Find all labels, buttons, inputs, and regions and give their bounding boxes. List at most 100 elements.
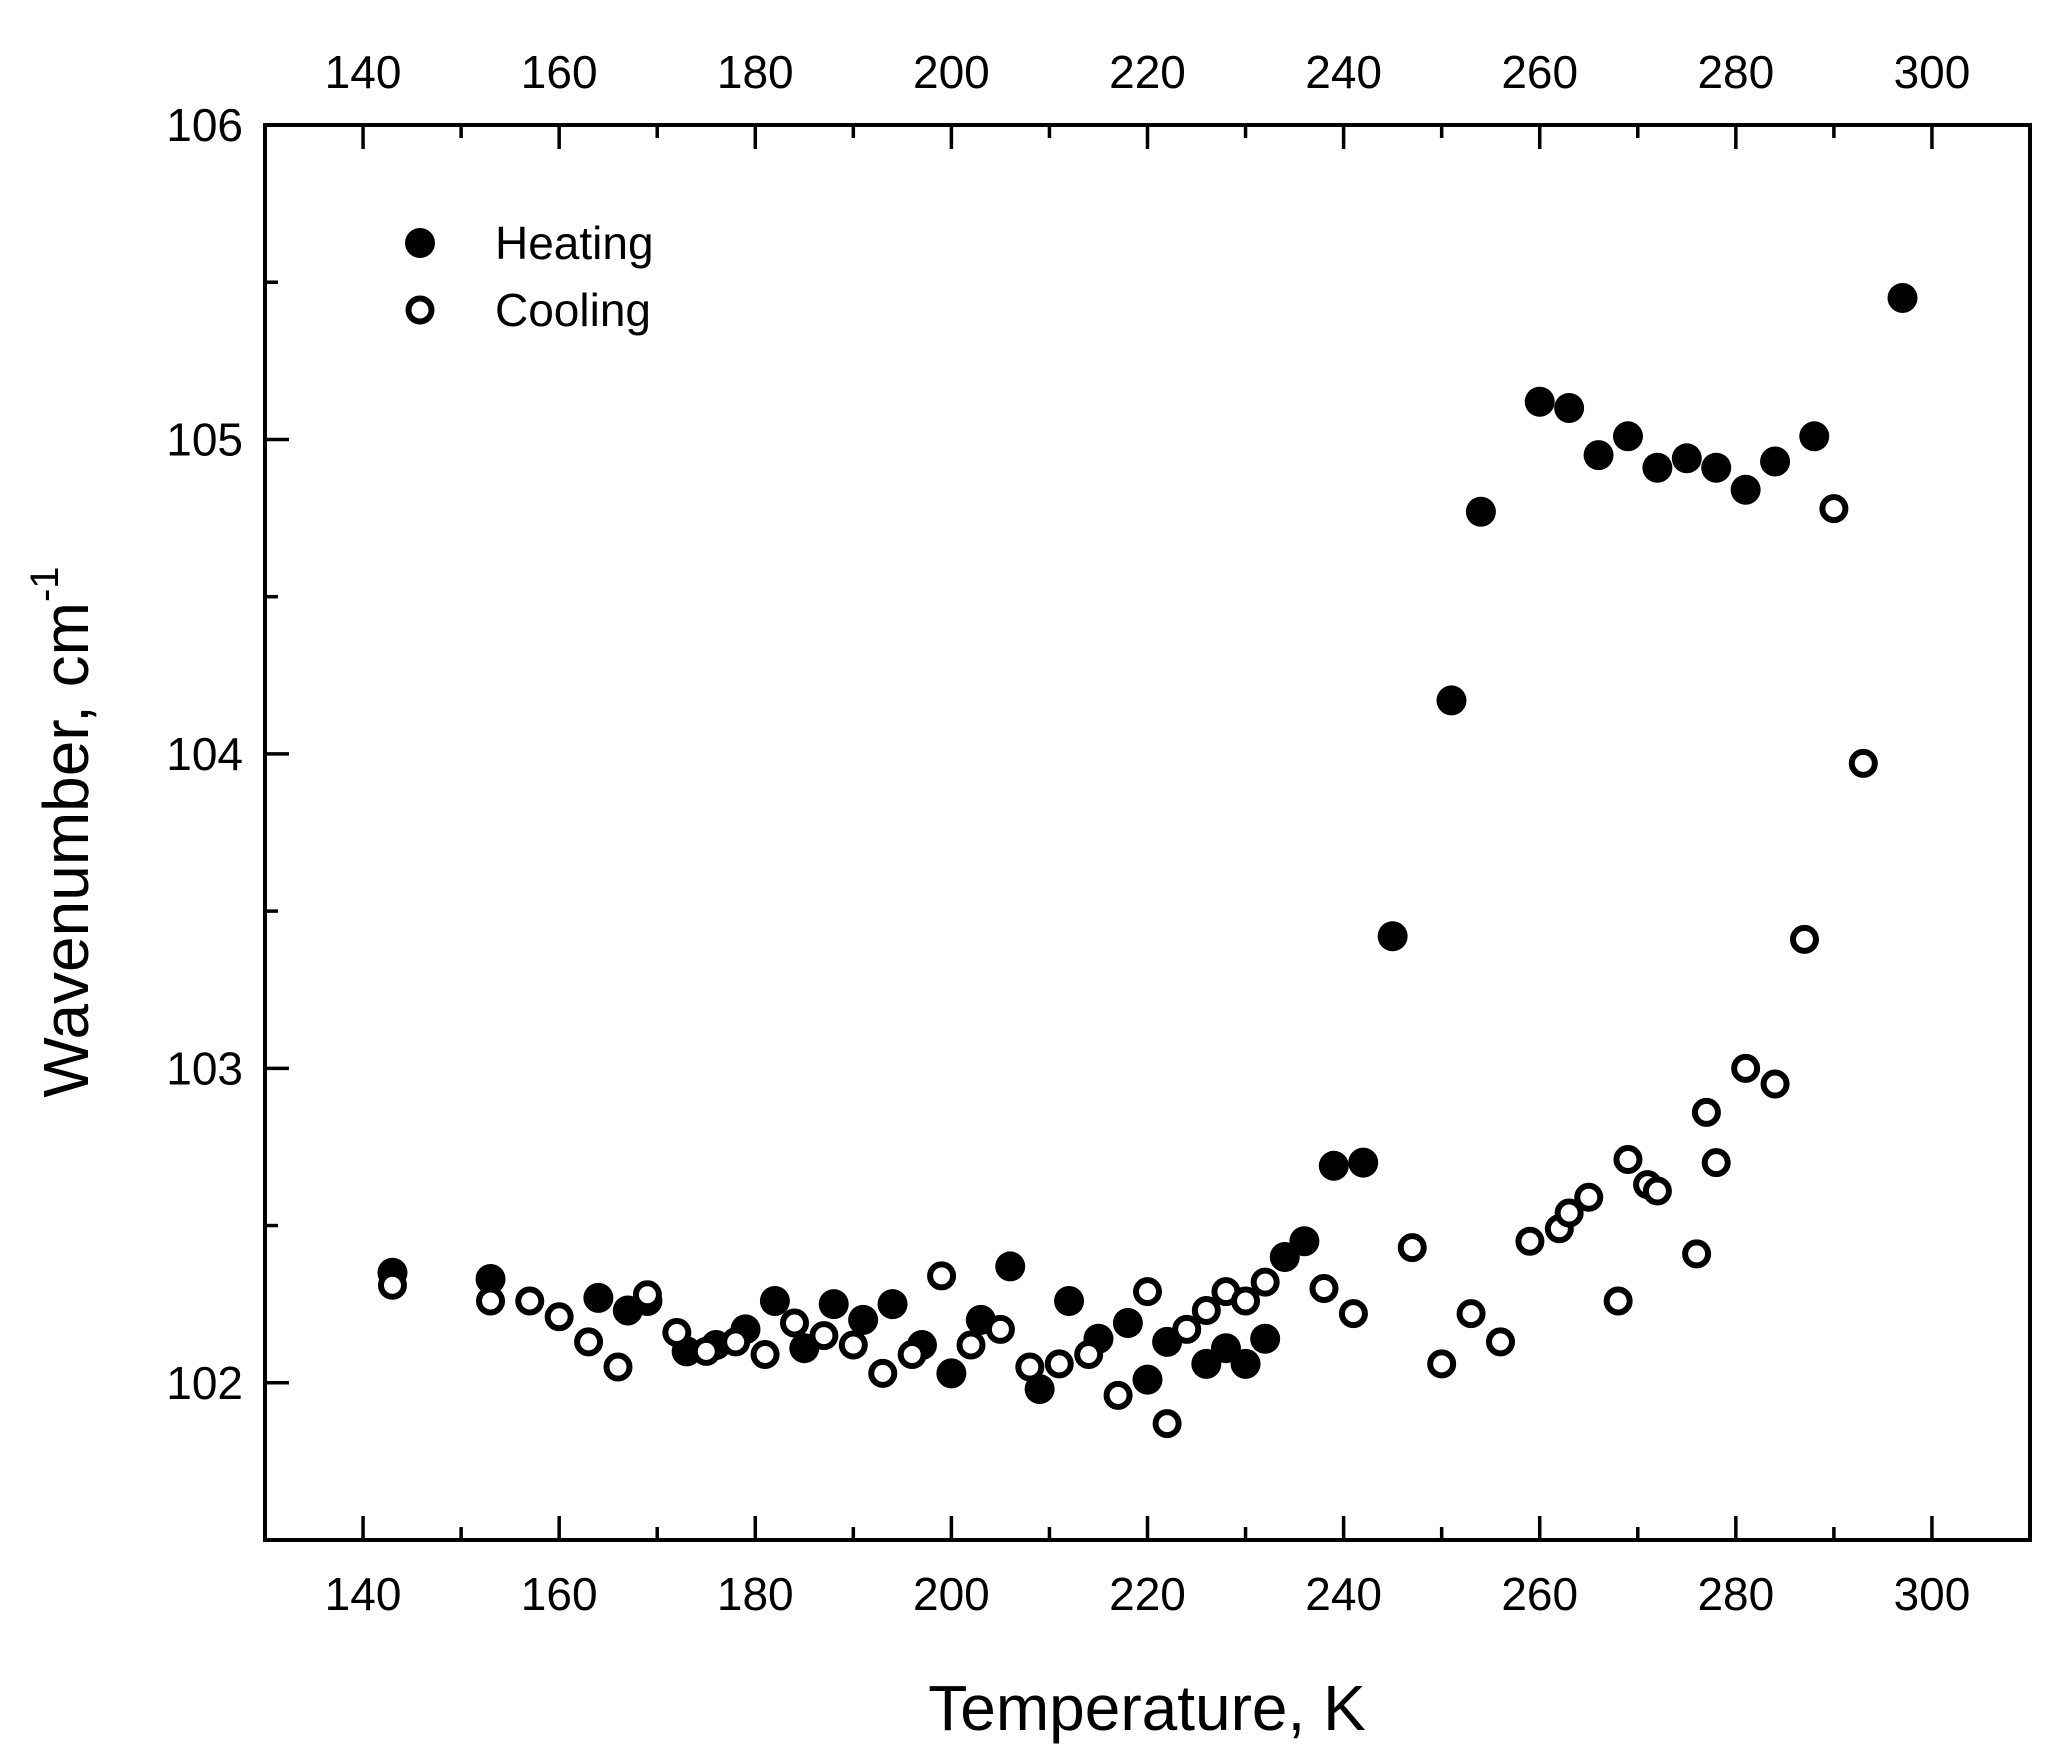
heating-point [1760, 446, 1791, 477]
cooling-point [868, 1358, 898, 1388]
heating-point [1250, 1323, 1281, 1354]
cooling-point [1309, 1273, 1339, 1303]
x-axis-title: Temperature, K [928, 1672, 1366, 1744]
cooling-point [515, 1286, 545, 1316]
cooling-point [1338, 1299, 1368, 1329]
heating-point [995, 1251, 1026, 1282]
y-axis-title-superscript: -1 [23, 566, 67, 602]
heating-point [1799, 421, 1830, 452]
x-tick-label-bottom: 220 [1109, 1568, 1186, 1620]
cooling-point [1819, 494, 1849, 524]
heating-point [1465, 496, 1496, 527]
cooling-point [574, 1327, 604, 1357]
cooling-point [897, 1339, 927, 1369]
cooling-point [1250, 1267, 1280, 1297]
cooling-point [1682, 1239, 1712, 1269]
cooling-point [603, 1352, 633, 1382]
heating-point [1377, 921, 1408, 952]
x-tick-label-top: 140 [325, 46, 402, 98]
cooling-point [377, 1270, 407, 1300]
axis-ticks [265, 123, 1934, 1542]
x-tick-label-top: 260 [1501, 46, 1578, 98]
cooling-point [662, 1317, 692, 1347]
heating-point [1671, 443, 1702, 474]
cooling-point [838, 1330, 868, 1360]
plot-frame [263, 123, 2032, 1542]
cooling-point [985, 1314, 1015, 1344]
cooling-point [1172, 1314, 1202, 1344]
cooling-point [1191, 1295, 1221, 1325]
y-tick-label: 103 [166, 1042, 243, 1094]
heating-point [475, 1264, 506, 1295]
x-tick-label-top: 280 [1697, 46, 1774, 98]
heating-point [1642, 452, 1673, 483]
heating-point [818, 1289, 849, 1320]
y-axis-title: Wavenumber, cm-1 [23, 566, 102, 1097]
cooling-point [1848, 748, 1878, 778]
cooling-point [1613, 1145, 1643, 1175]
cooling-point [1731, 1053, 1761, 1083]
heating-point [1436, 685, 1467, 716]
x-tick-label-bottom: 260 [1501, 1568, 1578, 1620]
legend-marker-heating [405, 228, 435, 258]
cooling-point [1574, 1182, 1604, 1212]
cooling-point [1515, 1226, 1545, 1256]
heating-point [1054, 1286, 1085, 1317]
cooling-point [1231, 1286, 1261, 1316]
heating-point [1318, 1150, 1349, 1181]
y-tick-label: 104 [166, 728, 243, 780]
y-axis-title-main: Wavenumber, cm [30, 602, 102, 1098]
cooling-point [1103, 1380, 1133, 1410]
y-tick-label: 102 [166, 1357, 243, 1409]
cooling-point [1603, 1286, 1633, 1316]
x-tick-label-bottom: 300 [1894, 1568, 1971, 1620]
y-tick-label: 106 [166, 99, 243, 151]
cooling-point [1486, 1327, 1515, 1357]
cooling-point [1789, 924, 1819, 954]
cooling-point [1015, 1352, 1045, 1382]
heating-point [1230, 1348, 1261, 1379]
cooling-point [721, 1327, 751, 1357]
heating-point [1112, 1308, 1143, 1339]
cooling-point [1133, 1277, 1162, 1307]
cooling-point [1760, 1069, 1790, 1099]
heating-point [848, 1304, 879, 1335]
x-tick-label-bottom: 240 [1305, 1568, 1382, 1620]
tick-labels: 140 140 160 160 180 180 200 200 220 220 240 240 260 2… [166, 46, 1970, 1620]
heating-point [1583, 440, 1614, 471]
legend-label-cooling: Cooling [495, 284, 651, 336]
cooling-point [780, 1308, 809, 1338]
cooling-point [1691, 1097, 1721, 1127]
x-tick-label-top: 220 [1109, 46, 1186, 98]
cooling-point [750, 1339, 780, 1369]
x-tick-label-top: 240 [1305, 46, 1382, 98]
legend-label-heating: Heating [495, 217, 654, 269]
heating-point [1132, 1364, 1163, 1395]
legend: Heating Cooling [405, 217, 654, 336]
x-tick-label-top: 160 [521, 46, 598, 98]
y-tick-label: 105 [166, 413, 243, 465]
cooling-point [1397, 1233, 1427, 1263]
heating-point [877, 1289, 908, 1320]
x-tick-label-bottom: 280 [1697, 1568, 1774, 1620]
data-points [377, 282, 1918, 1439]
heating-point [1524, 386, 1555, 417]
cooling-point [1427, 1349, 1457, 1379]
heating-point [759, 1286, 790, 1317]
cooling-point [809, 1321, 839, 1351]
heating-point [1887, 282, 1918, 313]
heating-point [1024, 1374, 1055, 1405]
heating-point [1701, 452, 1732, 483]
x-tick-label-top: 180 [717, 46, 794, 98]
heating-point [1554, 393, 1585, 423]
x-tick-label-bottom: 200 [913, 1568, 990, 1620]
heating-point [1612, 421, 1643, 452]
cooling-point [1074, 1339, 1104, 1369]
cooling-point [1554, 1198, 1584, 1228]
x-tick-label-bottom: 140 [325, 1568, 402, 1620]
heating-point [936, 1358, 967, 1389]
heating-point [1289, 1226, 1320, 1257]
heating-point [1348, 1147, 1379, 1178]
cooling-point [632, 1280, 662, 1310]
heating-point [583, 1282, 614, 1313]
